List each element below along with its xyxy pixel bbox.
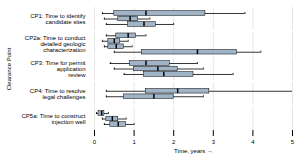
svg-text:CP3: Time for permitapplicatio: CP3: Time for permitapplicationreview — [30, 60, 86, 78]
svg-text:CP2a: Time to conductdetailed: CP2a: Time to conductdetailed geologicch… — [25, 35, 86, 53]
svg-text:1: 1 — [132, 139, 136, 145]
svg-text:CP5a: Time to constructinjecti: CP5a: Time to constructinjection well — [21, 113, 85, 125]
svg-text:5: 5 — [291, 139, 295, 145]
svg-text:2: 2 — [172, 139, 176, 145]
svg-text:4: 4 — [251, 139, 255, 145]
svg-text:CP1: Time to identifycandidate: CP1: Time to identifycandidate sites — [30, 13, 85, 25]
svg-text:Time, years →: Time, years → — [174, 148, 213, 154]
svg-text:CP4: Time to resolvelegal chal: CP4: Time to resolvelegal challenges — [30, 88, 86, 100]
svg-text:3: 3 — [212, 139, 216, 145]
svg-text:Clearance Point: Clearance Point — [6, 47, 12, 90]
svg-text:0: 0 — [93, 139, 97, 145]
